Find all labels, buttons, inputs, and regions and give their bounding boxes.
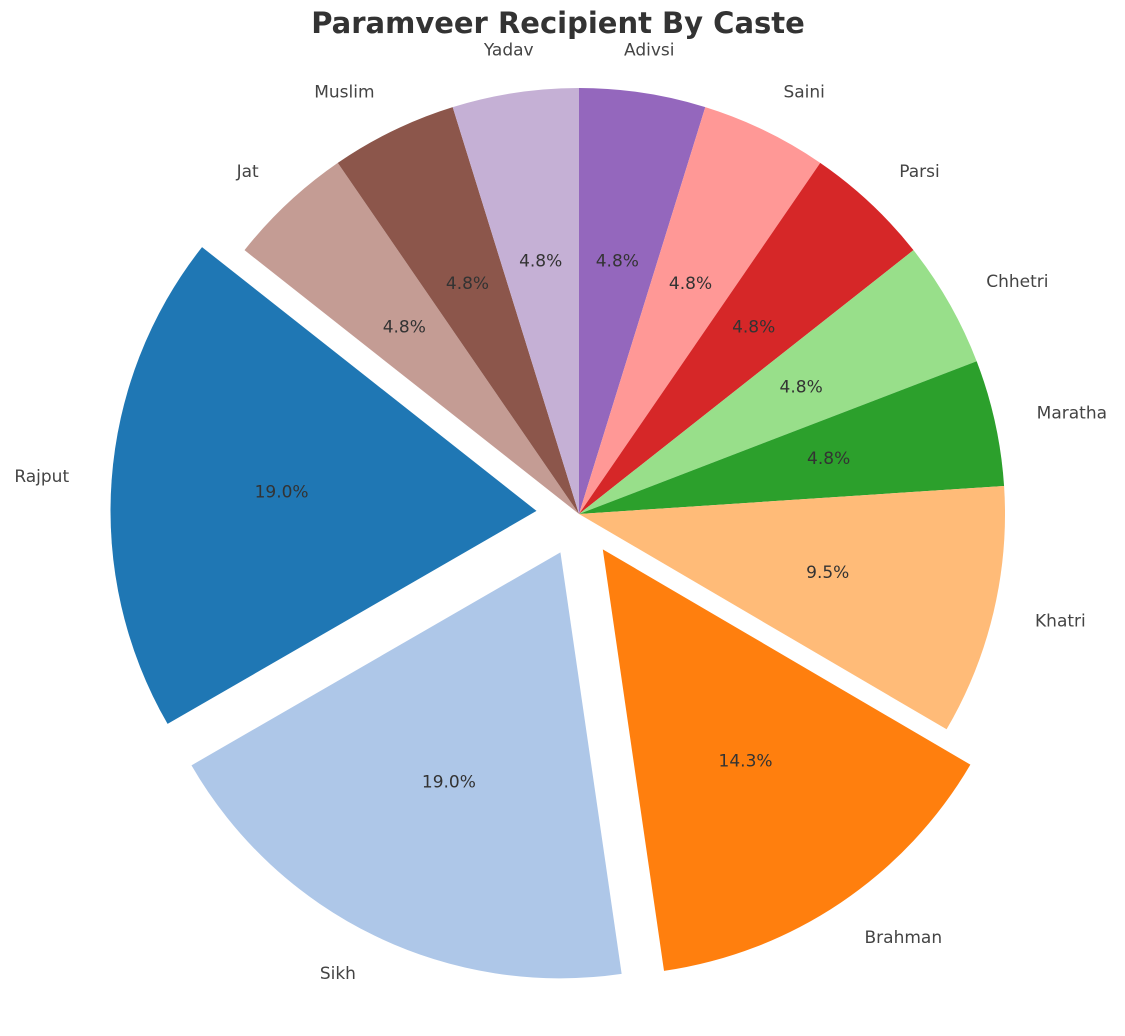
pie-slice-rajput xyxy=(110,247,537,724)
pie-slice-jat xyxy=(244,162,579,515)
pct-label-parsi: 4.8% xyxy=(732,317,775,337)
pct-label-maratha: 4.8% xyxy=(807,449,850,469)
pie-slice-parsi xyxy=(579,162,914,515)
pct-label-yadav: 4.8% xyxy=(519,251,562,271)
pie-slice-brahman xyxy=(602,549,971,971)
pie-slice-chhetri xyxy=(579,250,977,514)
pie-labels: 4.8% Adivsi 4.8% Saini 4.8% Parsi 4.8% Chhetri 4… xyxy=(14,41,1107,984)
pct-label-saini: 4.8% xyxy=(669,274,712,294)
category-label-brahman: Brahman xyxy=(865,928,943,948)
chart-title: Paramveer Recipient By Caste xyxy=(311,6,805,40)
pct-label-rajput: 19.0% xyxy=(255,483,309,503)
pct-label-chhetri: 4.8% xyxy=(780,378,823,398)
category-label-yadav: Yadav xyxy=(483,41,534,61)
pct-label-muslim: 4.8% xyxy=(446,274,489,294)
pct-label-khatri: 9.5% xyxy=(806,563,849,583)
category-label-maratha: Maratha xyxy=(1037,403,1107,423)
pct-label-brahman: 14.3% xyxy=(719,751,773,771)
category-label-muslim: Muslim xyxy=(314,82,374,102)
pie-slice-maratha xyxy=(579,361,1005,514)
category-label-khatri: Khatri xyxy=(1035,612,1086,632)
pct-label-sikh: 19.0% xyxy=(422,772,476,792)
pie-slices xyxy=(110,88,1005,979)
pie-slice-saini xyxy=(579,107,821,514)
pie-slice-yadav xyxy=(452,88,579,514)
category-label-adivsi: Adivsi xyxy=(624,41,675,61)
pct-label-adivsi: 4.8% xyxy=(596,251,639,271)
pct-label-jat: 4.8% xyxy=(383,317,426,337)
category-label-jat: Jat xyxy=(236,162,259,182)
category-label-parsi: Parsi xyxy=(899,162,939,182)
category-label-saini: Saini xyxy=(783,82,824,102)
pie-slice-sikh xyxy=(191,552,622,979)
pie-slice-khatri xyxy=(579,485,1005,730)
category-label-rajput: Rajput xyxy=(14,467,69,487)
category-label-chhetri: Chhetri xyxy=(986,272,1048,292)
pie-slice-adivsi xyxy=(579,88,706,514)
pie-slice-muslim xyxy=(337,107,579,514)
category-label-sikh: Sikh xyxy=(320,964,356,984)
